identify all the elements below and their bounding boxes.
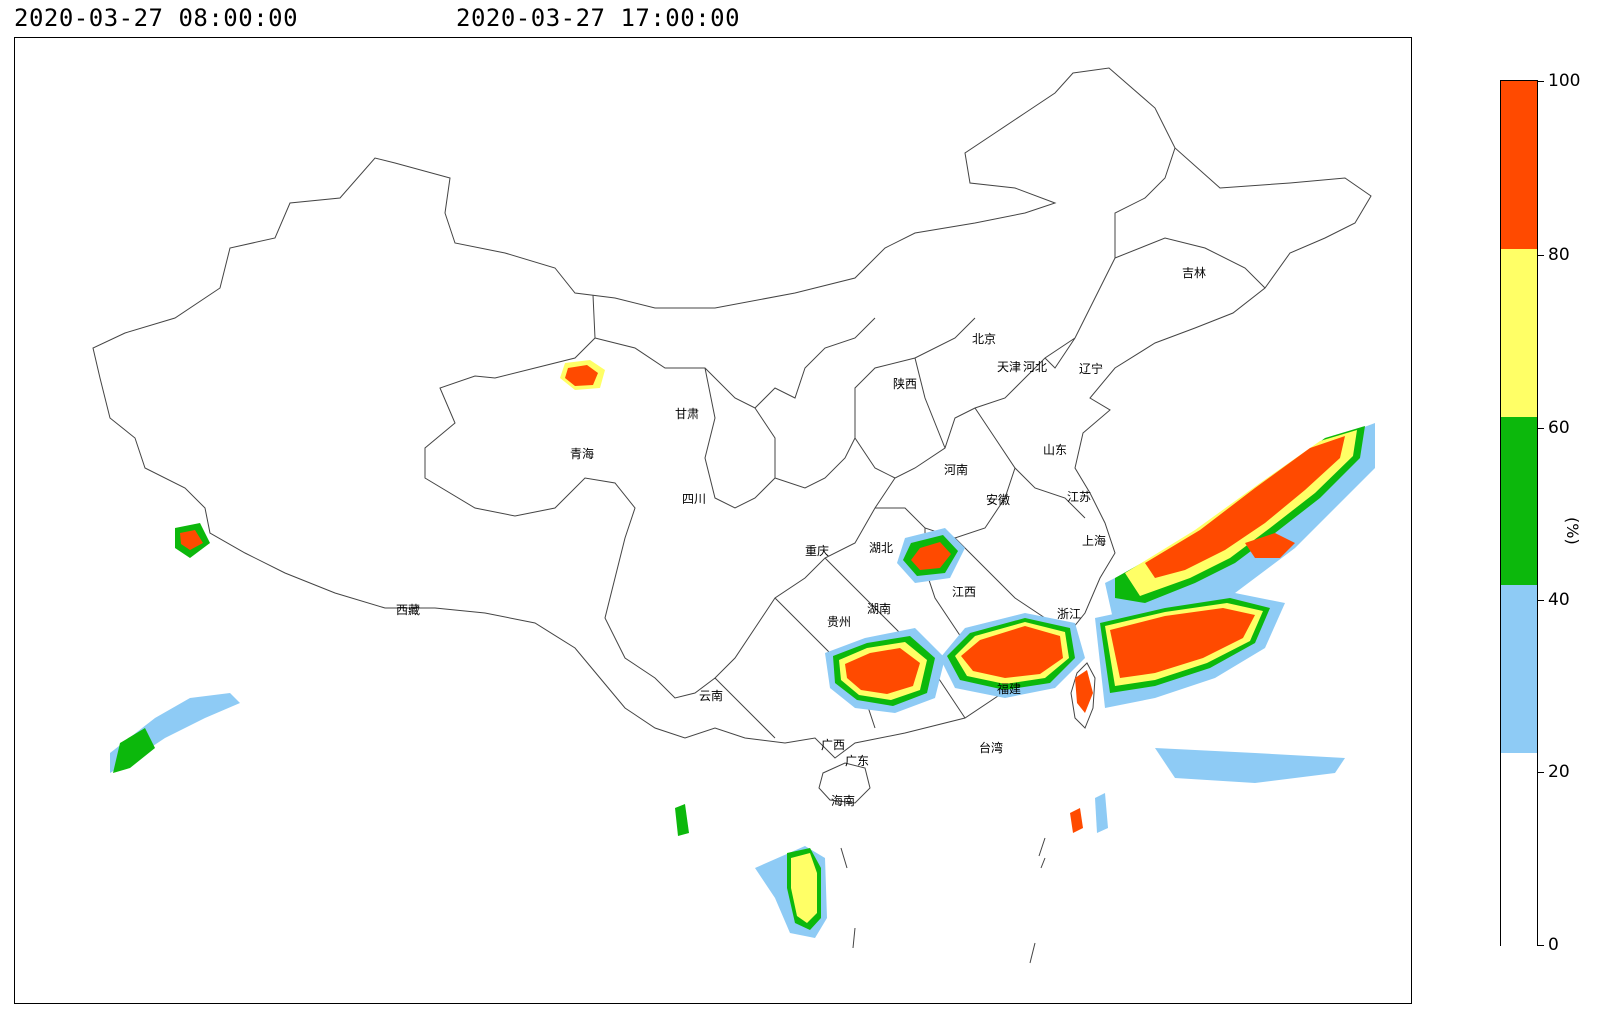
province-label: 重庆 xyxy=(805,544,829,558)
colorbar-tick xyxy=(1538,945,1544,946)
colorbar-tick xyxy=(1538,772,1544,773)
province-label: 广西 xyxy=(821,738,845,752)
province-label: 山东 xyxy=(1043,443,1067,457)
colorbar-tick xyxy=(1538,428,1544,429)
taiwan-outline xyxy=(1070,662,1096,729)
province-label: 北京 xyxy=(972,332,996,346)
province-label: 湖南 xyxy=(867,601,891,616)
province-label: 陕西 xyxy=(893,376,917,391)
colorbar-label-20: 20 xyxy=(1548,762,1570,782)
province-label: 云南 xyxy=(699,688,723,703)
colorbar-label-0: 0 xyxy=(1548,935,1559,955)
prob-40-60-areas xyxy=(113,426,1365,930)
colorbar-tick xyxy=(1538,81,1544,82)
colorbar xyxy=(1500,80,1538,947)
prob-80-100-areas xyxy=(180,365,1345,833)
map-svg: 吉林 北京 天津 河北 辽宁 陕西 甘肃 青海 山东 河南 安徽 江苏 四川 重… xyxy=(92,67,1375,964)
province-label: 吉林 xyxy=(1182,266,1206,280)
colorbar-tick xyxy=(1538,255,1544,256)
province-label: 河南 xyxy=(944,462,968,477)
colorbar-label-80: 80 xyxy=(1548,245,1570,265)
colorbar-tick xyxy=(1538,600,1544,601)
map-panel: 吉林 北京 天津 河北 辽宁 陕西 甘肃 青海 山东 河南 安徽 江苏 四川 重… xyxy=(14,37,1412,1004)
colorbar-label-40: 40 xyxy=(1548,590,1570,610)
prob-20-40-areas xyxy=(110,423,1375,938)
colorbar-segment-0-20 xyxy=(1501,753,1537,947)
south-china-sea-dashes xyxy=(840,837,1046,964)
colorbar-label-100: 100 xyxy=(1548,71,1581,91)
start-time: 2020-03-27 08:00:00 xyxy=(14,4,299,32)
hainan-outline xyxy=(818,762,871,804)
colorbar-segment-40-60 xyxy=(1501,417,1537,585)
colorbar-segment-20-40 xyxy=(1501,585,1537,753)
colorbar-segment-80-100 xyxy=(1501,81,1537,249)
end-time: 2020-03-27 17:00:00 xyxy=(456,4,741,32)
province-label: 河北 xyxy=(1023,360,1047,374)
province-label: 广东 xyxy=(845,754,869,768)
province-label: 安徽 xyxy=(986,492,1010,507)
colorbar-label-60: 60 xyxy=(1548,418,1570,438)
province-label: 江苏 xyxy=(1067,490,1091,504)
province-label: 辽宁 xyxy=(1079,361,1103,376)
province-label: 甘肃 xyxy=(675,407,699,421)
province-label: 四川 xyxy=(682,492,706,506)
colorbar-segment-60-80 xyxy=(1501,249,1537,417)
province-label: 福建 xyxy=(997,681,1021,696)
province-label: 海南 xyxy=(831,793,855,808)
colorbar-unit: (%) xyxy=(1563,517,1582,545)
province-label: 江西 xyxy=(952,585,976,599)
province-label: 贵州 xyxy=(827,615,851,629)
province-label: 上海 xyxy=(1082,533,1106,548)
province-label: 天津 xyxy=(997,360,1021,374)
province-label: 浙江 xyxy=(1057,607,1081,621)
province-label: 台湾 xyxy=(979,740,1003,755)
province-label: 湖北 xyxy=(869,540,893,555)
boundary-lines xyxy=(92,67,1372,964)
province-label: 青海 xyxy=(570,446,594,461)
province-label: 西藏 xyxy=(396,603,420,617)
china-outline xyxy=(92,67,1372,759)
province-labels: 吉林 北京 天津 河北 辽宁 陕西 甘肃 青海 山东 河南 安徽 江苏 四川 重… xyxy=(396,266,1206,808)
